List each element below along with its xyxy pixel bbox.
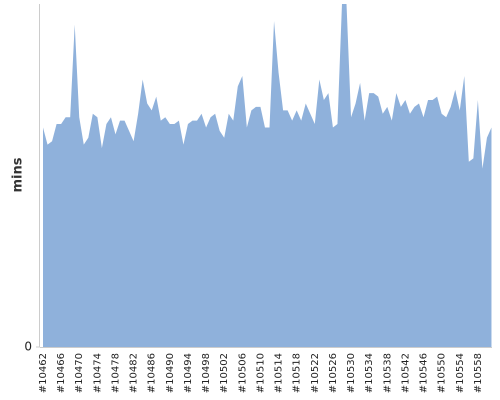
y-axis-label: mins [11,157,26,192]
x-tick-label: #10502 [219,353,230,393]
x-tick-label: #10534 [364,353,375,393]
x-tick-label: #10466 [56,353,67,393]
plot [43,4,492,347]
x-tick-label: #10518 [292,353,303,393]
x-tick-label: #10490 [165,353,176,393]
x-tick-label: #10546 [419,353,430,393]
x-tick-label: #10494 [183,353,194,393]
x-tick-label: #10478 [110,353,121,393]
x-tick-label: #10498 [201,353,212,393]
x-tick-label: #10510 [255,353,266,393]
area [43,4,492,347]
x-tick-label: #10542 [400,353,411,393]
x-tick-label: #10522 [310,353,321,393]
x-tick-label: #10538 [382,353,393,393]
x-tick-label: #10550 [437,353,448,393]
x-tick-label: #10514 [274,353,285,393]
x-tick-label: #10506 [237,353,248,393]
x-tick-label: #10486 [147,353,158,393]
x-tick-label: #10470 [74,353,85,393]
x-tick-label: #10462 [38,353,49,393]
x-tick-label: #10558 [473,353,484,393]
x-tick-label: #10474 [92,353,103,393]
x-tick-label: #10530 [346,353,357,393]
x-tick-label: #10482 [129,353,140,393]
x-tick-label: #10554 [455,353,466,393]
y-tick-label: 0 [24,340,32,354]
x-tick-label: #10526 [328,353,339,393]
